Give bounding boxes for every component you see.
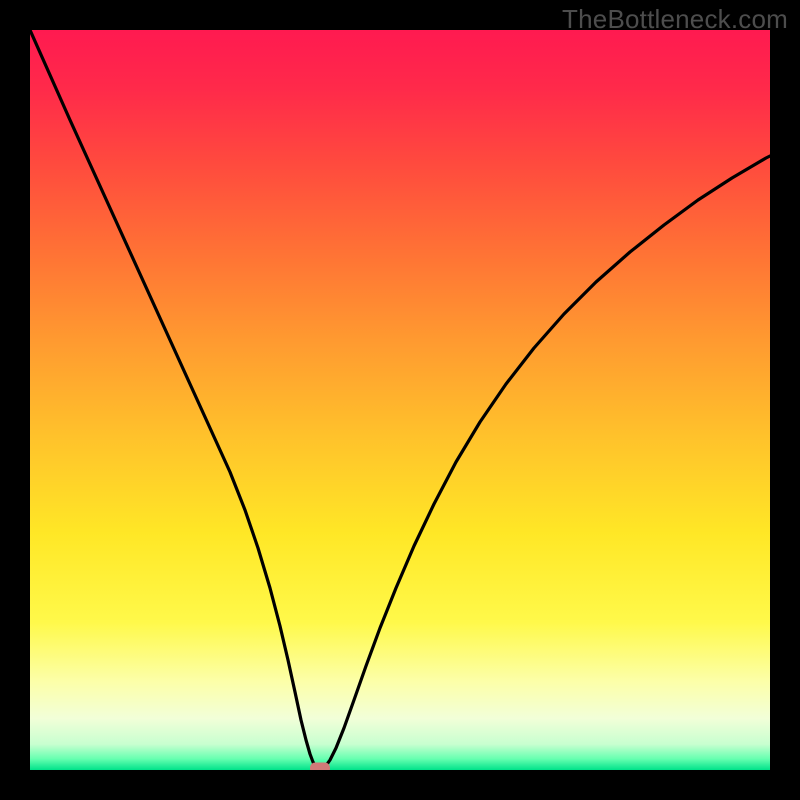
- plot-area: [30, 30, 770, 770]
- min-point-marker: [310, 763, 330, 771]
- watermark-text: TheBottleneck.com: [562, 4, 788, 35]
- curve-path: [30, 30, 770, 769]
- bottleneck-curve: [30, 30, 770, 770]
